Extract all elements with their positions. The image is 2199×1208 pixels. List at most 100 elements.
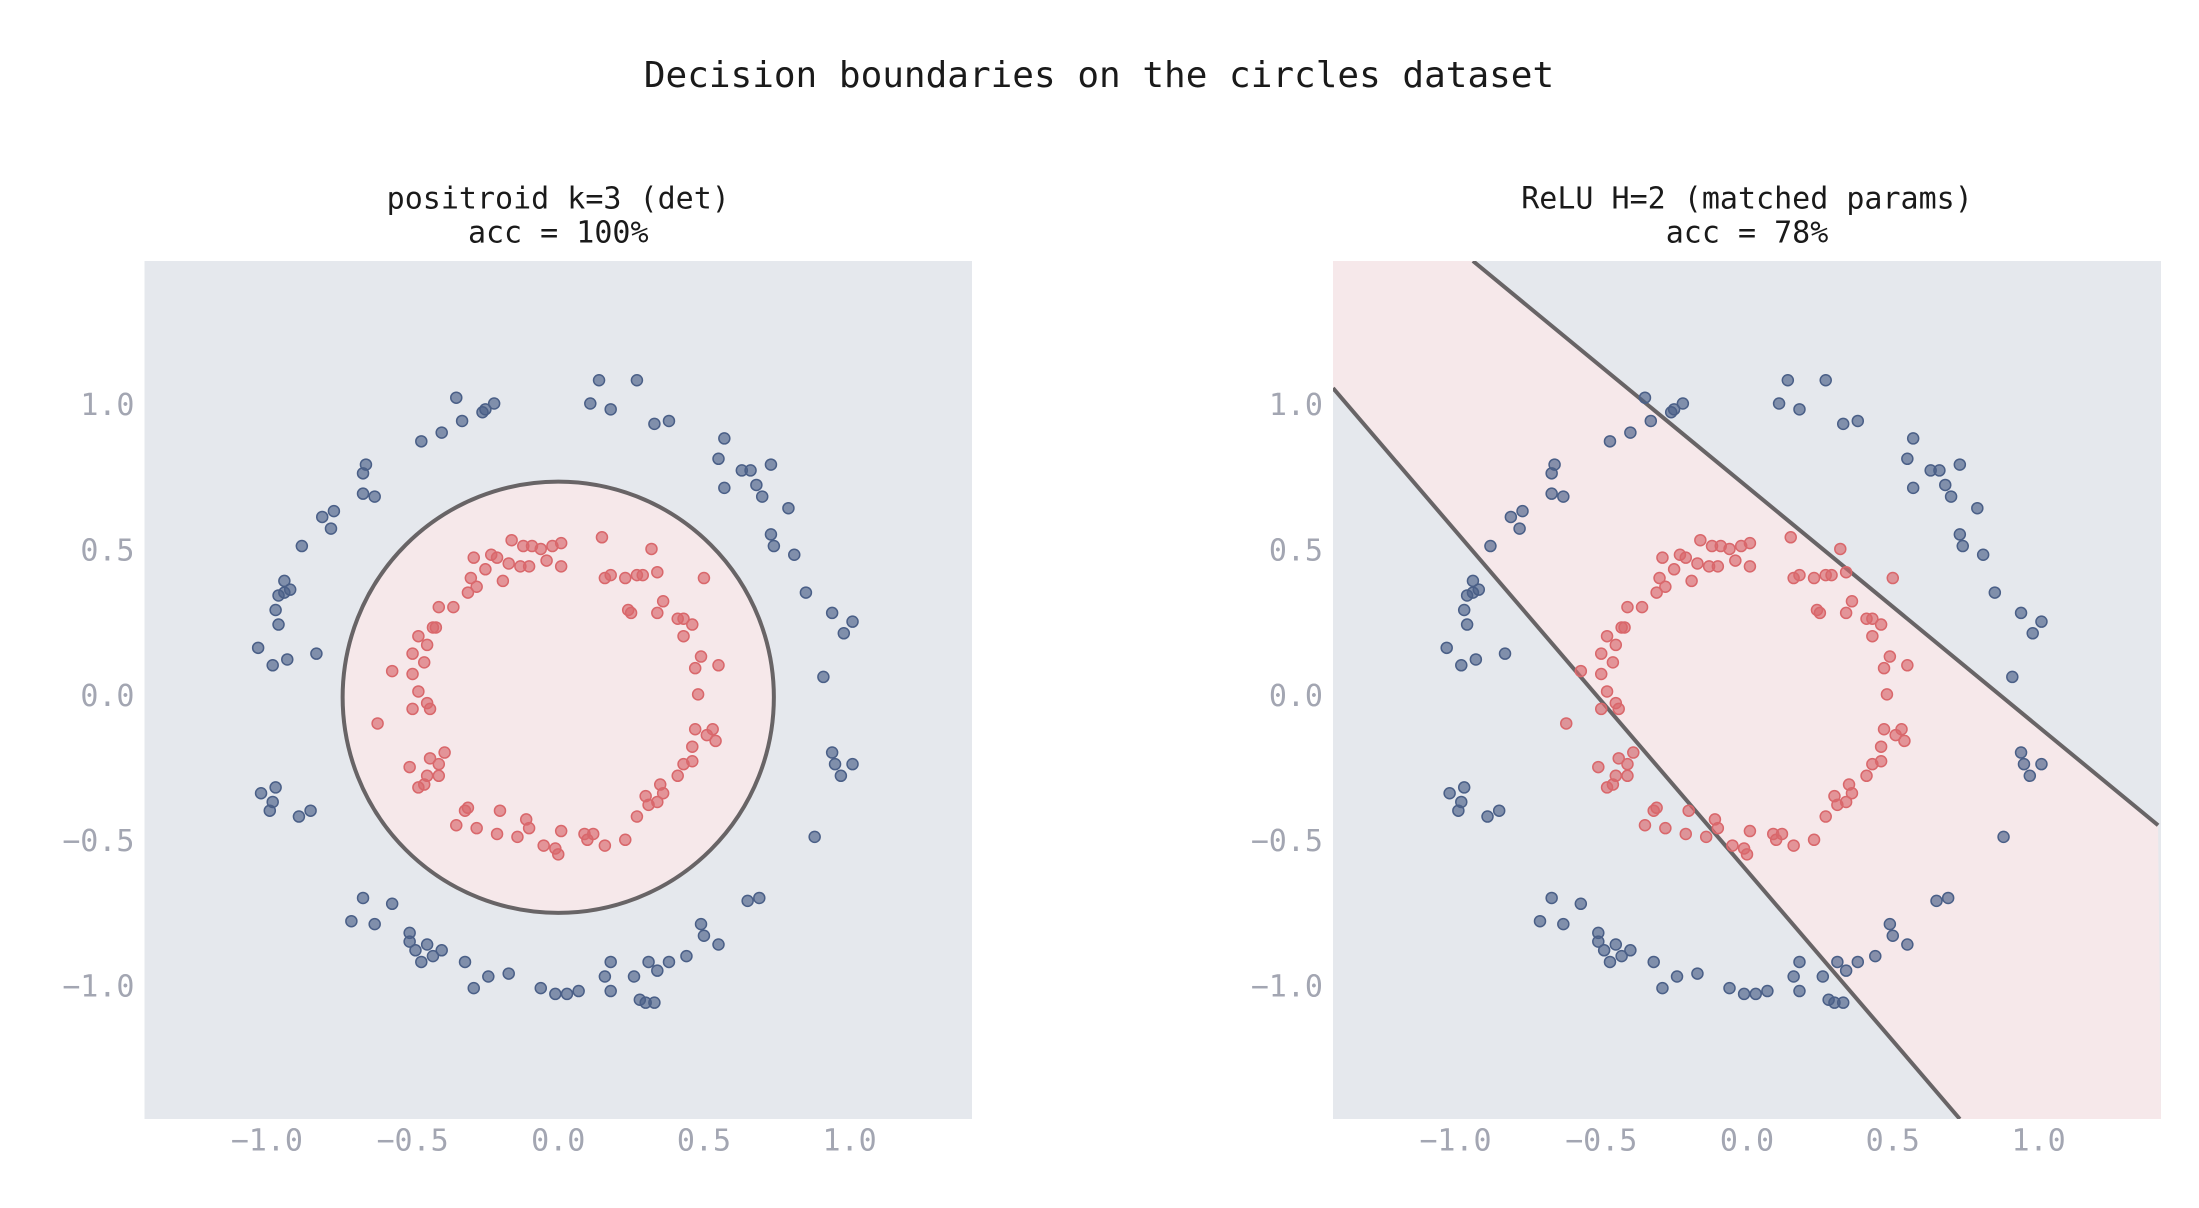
y-tick-label: −1.0 [62,970,134,1005]
data-point [636,568,649,582]
data-point [327,504,341,518]
data-point [671,769,684,783]
data-point [1481,810,1494,823]
data-point [645,542,658,556]
data-point [592,373,606,387]
data-point [1831,798,1844,812]
data-point [552,848,565,861]
data-point [604,984,617,998]
data-point [1839,964,1853,977]
data-point [1810,603,1824,617]
data-point [2026,627,2039,640]
data-point [1906,432,1920,445]
decision-boundary [1471,261,2160,827]
data-point [1941,891,1955,905]
data-point [1656,551,1669,564]
data-point [1883,650,1897,663]
data-point [1545,487,1558,500]
data-point [403,760,416,774]
data-point [1603,955,1617,969]
data-point [2006,670,2019,684]
data-point [1901,659,1914,672]
data-point [700,728,714,742]
data-point [1457,603,1471,617]
data-point [712,452,725,466]
data-point [581,833,594,847]
data-point [549,987,562,1001]
data-point [1874,740,1888,753]
data-point [2017,757,2031,771]
data-point [1726,839,1739,852]
data-point [1597,944,1611,957]
data-point [1743,824,1757,838]
x-tick-label: 0.5 [677,1124,731,1159]
data-point [1836,417,1850,431]
data-point [619,571,632,585]
data-point [1516,504,1529,518]
x-tick-label: 0.0 [531,1124,585,1159]
decision-region [1333,261,2161,1119]
data-point [1685,574,1698,588]
data-point [1845,595,1859,608]
data-point [677,629,690,643]
data-point [283,583,297,596]
data-point [1484,539,1497,553]
data-point [1574,664,1588,678]
x-tick-label: −0.5 [376,1124,448,1159]
y-tick-label: −0.5 [1251,824,1323,859]
data-point [1656,981,1669,995]
data-point [345,914,358,928]
data-point [1723,981,1736,995]
data-point [1492,804,1506,817]
data-point [502,557,515,570]
data-point [604,403,617,416]
x-tick-label: 0.0 [1720,1124,1774,1159]
data-point [1711,821,1725,835]
data-point [1650,801,1663,815]
data-point [1699,830,1713,844]
data-point [470,580,483,593]
data-point [598,571,612,585]
data-point [1548,458,1561,471]
data-point [1845,787,1859,800]
data-point [1621,600,1634,614]
data-point [1460,618,1474,631]
data-point [1866,612,1879,625]
data-point [1997,830,2010,844]
data-point [1831,955,1844,969]
data-point [648,417,661,431]
data-point [423,752,437,765]
data-point [1825,568,1838,582]
data-point [482,970,495,983]
data-point [415,955,428,969]
data-point [385,664,399,678]
data-point [764,458,778,471]
data-point [621,603,635,617]
y-tick-label: 1.0 [80,388,134,423]
data-point [834,769,848,783]
data-point [420,638,434,652]
data-point [1440,641,1453,655]
data-point [1603,435,1617,448]
data-point [1609,769,1623,783]
data-point [598,839,612,852]
data-point [662,955,676,969]
data-point [1694,533,1707,547]
data-point [817,670,830,684]
data-point [1772,397,1786,410]
data-point [1691,967,1704,980]
data-point [1953,458,1967,471]
data-point [1930,894,1943,908]
data-point [686,618,699,631]
data-point [534,542,548,556]
data-point [1600,685,1614,698]
data-point [1600,781,1614,794]
data-point [1851,414,1865,428]
data-point [1557,917,1570,931]
data-point [1452,804,1465,817]
data-point [1819,373,1832,387]
data-point [423,702,437,716]
data-point [1971,501,1984,515]
data-point [1504,510,1518,524]
panel-title: positroid k=3 (det) [387,182,730,217]
